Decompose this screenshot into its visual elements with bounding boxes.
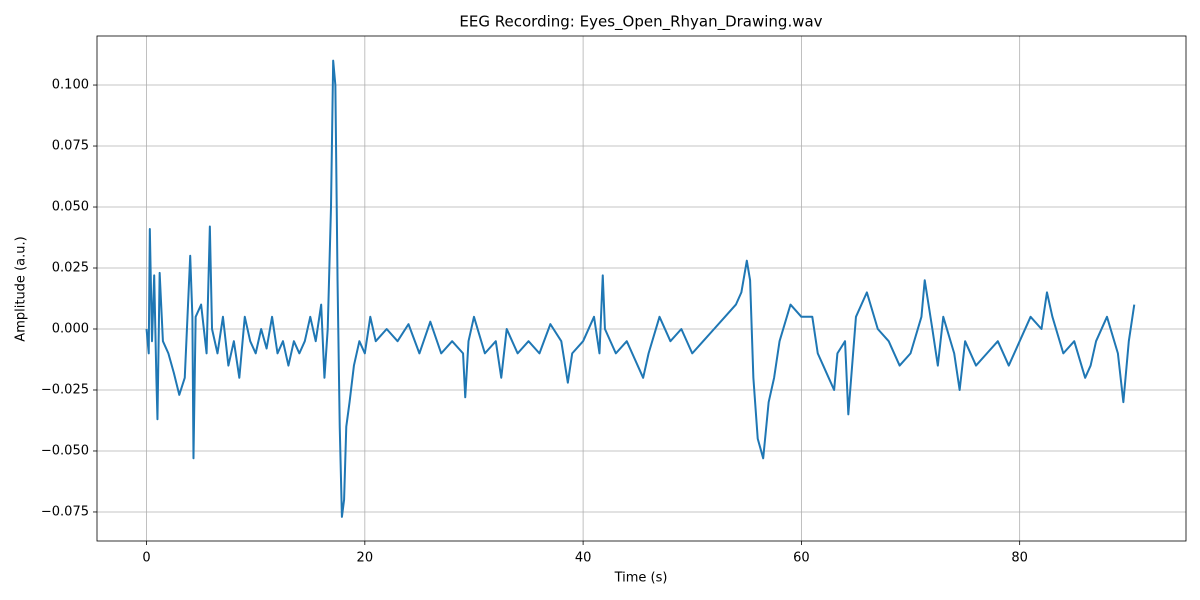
y-tick-label: −0.075 bbox=[41, 504, 89, 519]
x-tick-label: 0 bbox=[142, 551, 150, 566]
x-tick-label: 40 bbox=[575, 551, 592, 566]
plot-frame bbox=[96, 35, 1187, 542]
x-tick-label: 60 bbox=[793, 551, 810, 566]
x-axis-label: Time (s) bbox=[614, 571, 668, 586]
y-tick-label: −0.050 bbox=[41, 443, 89, 458]
x-tick-label: 20 bbox=[357, 551, 374, 566]
y-tick-label: 0.075 bbox=[52, 139, 89, 154]
y-tick-label: 0.000 bbox=[52, 321, 89, 336]
y-tick-label: 0.100 bbox=[52, 78, 89, 93]
x-tick-label: 80 bbox=[1011, 551, 1028, 566]
y-tick-label: 0.050 bbox=[52, 200, 89, 215]
y-tick-label: 0.025 bbox=[52, 261, 89, 276]
y-tick-label: −0.025 bbox=[41, 382, 89, 397]
chart-title: EEG Recording: Eyes_Open_Rhyan_Drawing.w… bbox=[459, 13, 822, 32]
y-axis-label: Amplitude (a.u.) bbox=[14, 236, 29, 341]
signal-line bbox=[145, 59, 1136, 518]
